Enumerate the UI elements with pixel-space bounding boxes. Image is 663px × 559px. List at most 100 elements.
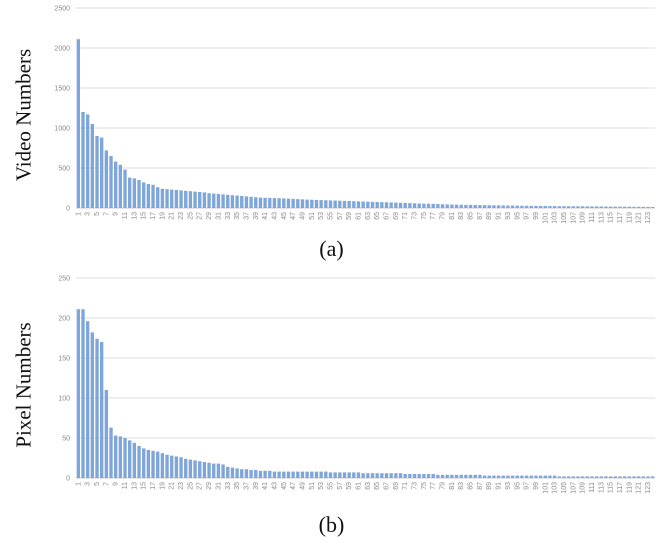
x-tick-label: 69 <box>393 482 400 490</box>
x-tick-label: 25 <box>187 482 194 490</box>
bar <box>76 309 81 478</box>
x-tick-label: 49 <box>299 212 306 220</box>
bar <box>109 156 113 208</box>
x-tick-label: 19 <box>159 482 166 490</box>
x-tick-label: 35 <box>234 212 241 220</box>
x-tick-label: 109 <box>580 482 587 494</box>
bar <box>324 471 328 478</box>
bar <box>552 475 557 478</box>
bar <box>226 194 230 208</box>
bar <box>506 475 510 478</box>
x-tick-label: 123 <box>645 212 652 224</box>
bar <box>277 198 281 208</box>
bar <box>524 475 529 478</box>
y-tick-label: 2000 <box>54 46 70 53</box>
x-tick-label: 63 <box>365 212 372 220</box>
bar <box>282 198 286 208</box>
bar <box>328 472 333 478</box>
x-tick-label: 57 <box>337 482 344 490</box>
bar <box>100 342 104 478</box>
x-tick-label: 17 <box>150 482 157 490</box>
bar <box>543 206 547 208</box>
bar <box>366 201 370 208</box>
bar <box>618 206 622 208</box>
bar <box>478 205 482 208</box>
bar <box>296 199 300 208</box>
x-tick-label: 35 <box>234 482 241 490</box>
x-tick-label: 79 <box>440 212 447 220</box>
bar <box>459 204 463 208</box>
bar <box>408 474 412 478</box>
bar <box>338 200 342 208</box>
x-tick-label: 15 <box>141 212 148 220</box>
bar <box>291 198 295 208</box>
bar <box>412 474 417 478</box>
bar <box>622 206 627 208</box>
bar <box>193 191 197 208</box>
y-tick-label: 200 <box>58 316 70 323</box>
x-tick-label: 37 <box>243 482 250 490</box>
x-tick-label: 23 <box>178 482 185 490</box>
bar <box>174 190 179 208</box>
bar <box>90 332 95 478</box>
x-tick-label: 37 <box>243 212 250 220</box>
bar <box>333 472 337 478</box>
bar <box>534 475 538 478</box>
bar <box>557 476 561 478</box>
x-tick-label: 115 <box>608 212 615 223</box>
bar <box>627 206 631 208</box>
x-tick-label: 73 <box>412 482 419 490</box>
bar <box>286 471 291 478</box>
bar <box>207 193 211 208</box>
bar <box>440 204 445 208</box>
x-tick-label: 97 <box>524 212 531 220</box>
bar <box>613 206 617 208</box>
bar <box>375 473 379 478</box>
bar <box>188 191 193 208</box>
bar <box>422 203 426 208</box>
bar <box>613 476 617 478</box>
bar <box>548 475 552 478</box>
x-tick-label: 51 <box>309 212 316 220</box>
bar <box>109 427 113 478</box>
bar <box>599 476 603 478</box>
bar <box>198 192 202 208</box>
bar <box>590 206 594 208</box>
y-tick-label: 1500 <box>54 86 70 93</box>
x-tick-label: 83 <box>458 482 465 490</box>
bar <box>403 202 407 208</box>
x-tick-label: 77 <box>430 482 437 490</box>
bar <box>398 473 403 478</box>
bar <box>562 206 566 208</box>
bar <box>165 454 169 478</box>
bar <box>417 474 421 478</box>
bar <box>300 199 305 208</box>
bar <box>114 435 118 478</box>
bar <box>585 206 589 208</box>
bar <box>193 460 197 478</box>
x-tick-label: 53 <box>318 212 325 220</box>
x-tick-label: 91 <box>496 482 503 490</box>
x-tick-label: 99 <box>533 482 540 490</box>
bar <box>212 463 216 478</box>
chart-pixel-numbers: Pixel Numbers 0 50 100 150 200 250 1 3 5 7 9 11 13 15… <box>0 270 663 500</box>
x-tick-label: 27 <box>197 212 204 220</box>
x-tick-label: 99 <box>533 212 540 220</box>
x-tick-label: 71 <box>402 482 409 490</box>
bar <box>436 474 440 478</box>
bar <box>496 475 501 478</box>
bar <box>529 475 533 478</box>
y-tick-label: 100 <box>58 396 70 403</box>
bar <box>646 206 650 208</box>
bar <box>165 189 169 208</box>
chart-video-numbers: Video Numbers 0 500 1000 1500 2000 2500 1 3 5 7 9 1… <box>0 0 663 230</box>
bar <box>258 197 263 208</box>
x-tick-label: 91 <box>496 212 503 220</box>
bar <box>650 206 655 208</box>
x-tick-label: 79 <box>440 482 447 490</box>
x-tick-label: 23 <box>178 212 185 220</box>
bar <box>594 476 599 478</box>
bar <box>515 475 519 478</box>
bar <box>646 476 650 478</box>
